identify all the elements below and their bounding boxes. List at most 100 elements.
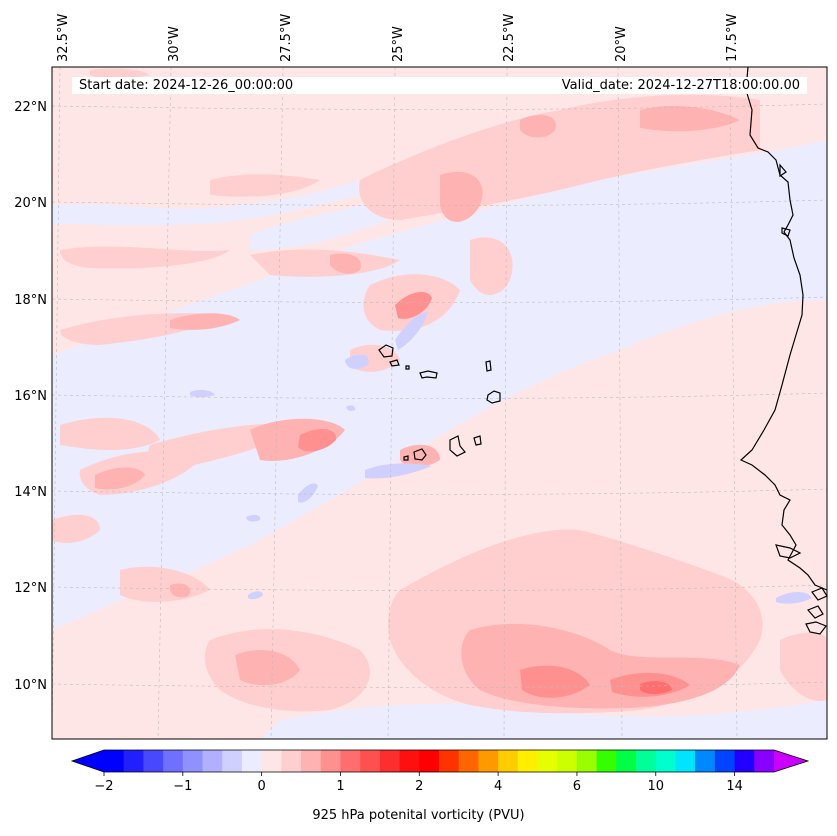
- colorbar-cell: [360, 750, 381, 772]
- coast-detail: [806, 605, 824, 619]
- lat-label: 16°N: [14, 389, 47, 404]
- pv-negative-streak: [395, 312, 428, 350]
- colorbar-cell: [163, 750, 184, 772]
- africa-coastline: [739, 66, 828, 591]
- pv-peak-positive: [640, 681, 672, 695]
- pv-field: [52, 68, 827, 739]
- colorbar-cell: [596, 750, 617, 772]
- colorbar-cell: [182, 750, 204, 772]
- colorbar-cell: [261, 750, 282, 772]
- colorbar-cell: [202, 750, 223, 772]
- colorbar-extend-low: [72, 750, 104, 772]
- lat-labels: 22°N 20°N 18°N 16°N 14°N 12°N 10°N: [14, 100, 47, 693]
- colorbar-cell: [399, 750, 420, 772]
- colorbar-cell: [655, 750, 677, 772]
- pv-negative-streak: [346, 405, 356, 411]
- colorbar-cell: [498, 750, 519, 772]
- pv-positive-patch: [210, 174, 320, 197]
- map-panel: [51, 66, 828, 740]
- colorbar-cell: [576, 750, 598, 772]
- meridian-22-5w: [503, 66, 508, 740]
- pv-moderate-positive: [95, 467, 145, 490]
- meridian-27-5w: [270, 66, 284, 740]
- colorbar-ticks: −2 −1 0 1 2 4 6 10 14: [94, 772, 743, 794]
- pv-moderate-positive: [640, 105, 740, 132]
- island-sao-nicolau: [419, 370, 438, 379]
- colorbar-cell: [379, 750, 401, 772]
- lon-label: 30°W: [167, 26, 182, 62]
- pv-negative-streak: [345, 354, 369, 370]
- parallel-16n: [51, 392, 828, 399]
- pv-moderate-positive: [400, 444, 440, 467]
- colorbar-cell: [241, 750, 263, 772]
- colorbar-cell: [123, 750, 145, 772]
- colorbar-cell: [458, 750, 480, 772]
- colorbar-cell: [478, 750, 499, 772]
- colorbar-tick-label: −1: [173, 779, 192, 794]
- colorbar-cell: [320, 750, 342, 772]
- colorbar-cell: [675, 750, 696, 772]
- pv-positive-patch: [470, 237, 513, 295]
- colorbar-tick-label: 0: [258, 779, 266, 794]
- colorbar-cell: [340, 750, 361, 772]
- pv-positive-patch: [60, 417, 160, 450]
- pv-moderate-positive: [235, 650, 300, 686]
- parallel-22n: [51, 103, 828, 110]
- pv-strong-positive: [395, 291, 432, 319]
- meridian-30w: [157, 66, 172, 740]
- meridian-32-5w: [51, 66, 61, 740]
- colorbar-extend-high: [774, 750, 808, 772]
- lon-label: 25°W: [391, 26, 406, 62]
- lon-label: 22.5°W: [502, 14, 517, 62]
- pv-positive-patch: [90, 68, 150, 79]
- lon-label: 17.5°W: [725, 14, 740, 62]
- lat-label: 12°N: [14, 581, 47, 596]
- lat-label: 14°N: [14, 485, 47, 500]
- valid-date-label: Valid_date: 2024-12-27T18:00:00.00: [452, 77, 807, 94]
- island-boa-vista: [486, 390, 501, 404]
- island-maio: [473, 435, 482, 446]
- colorbar-cell: [754, 750, 775, 772]
- island-santa-luzia: [405, 365, 410, 370]
- pv-positive-patch: [780, 632, 827, 701]
- pv-negative-streak: [246, 514, 261, 522]
- colorbar-tick-label: 6: [573, 779, 581, 794]
- colorbar-cell: [636, 750, 657, 772]
- island-sal: [485, 360, 492, 372]
- parallel-18n: [51, 296, 828, 303]
- coast-detail: [781, 227, 791, 237]
- parallel-20n: [51, 199, 828, 206]
- pv-positive-patch: [250, 249, 400, 277]
- pv-positive-patch: [60, 246, 230, 269]
- coast-detail: [779, 163, 787, 178]
- pv-negative-streak: [190, 389, 215, 398]
- colorbar-cells: [104, 750, 775, 772]
- cape-verde-islands: [378, 344, 501, 461]
- colorbar-cell: [517, 750, 539, 772]
- colorbar-cell: [439, 750, 460, 772]
- colorbar-cell: [714, 750, 736, 772]
- colorbar-tick-label: 1: [336, 779, 344, 794]
- parallel-12n: [51, 584, 828, 591]
- pv-negative-streak: [776, 592, 812, 604]
- island-sao-vicente: [389, 359, 400, 367]
- lat-label: 22°N: [14, 100, 47, 115]
- coast-detail: [775, 544, 802, 559]
- colorbar-label: 925 hPa potenital vorticity (PVU): [312, 808, 525, 823]
- graticule: [51, 66, 828, 740]
- pv-moderate-positive: [170, 313, 240, 330]
- colorbar-tick-label: 14: [726, 779, 743, 794]
- pv-strong-positive: [298, 428, 337, 452]
- meridian-25w: [387, 66, 396, 740]
- pv-weak-negative-streak: [52, 180, 360, 226]
- pv-positive-patch: [52, 514, 100, 543]
- parallel-14n: [51, 488, 828, 495]
- colorbar-tick-label: 2: [415, 779, 423, 794]
- pv-negative-streak: [365, 463, 432, 479]
- pv-moderate-positive: [440, 171, 483, 222]
- pv-negative-streak: [248, 591, 263, 600]
- colorbar-cell: [143, 750, 164, 772]
- lon-label: 32.5°W: [56, 14, 71, 62]
- colorbar-cell: [734, 750, 755, 772]
